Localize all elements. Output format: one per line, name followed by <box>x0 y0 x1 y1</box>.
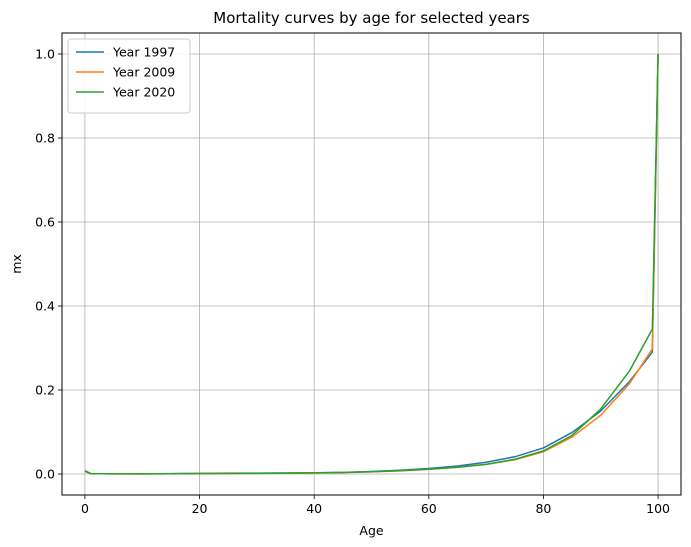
y-tick-label: 0.8 <box>35 131 55 146</box>
legend-label: Year 2020 <box>112 85 175 100</box>
legend: Year 1997 Year 2009 Year 2020 <box>67 38 191 114</box>
chart-title: Mortality curves by age for selected yea… <box>213 9 530 27</box>
x-tick-label: 80 <box>535 501 551 516</box>
x-tick-label: 20 <box>192 501 208 516</box>
plot-border <box>61 32 682 496</box>
series-line-3 <box>84 53 659 475</box>
x-tick-label: 60 <box>421 501 437 516</box>
x-tick-label: 40 <box>306 501 322 516</box>
y-axis-ticks: 0.0 0.2 0.4 0.6 0.8 1.0 <box>35 47 62 482</box>
grid <box>62 33 681 495</box>
y-tick-label: 1.0 <box>35 47 55 62</box>
y-tick-label: 0.0 <box>35 467 55 482</box>
y-tick-label: 0.6 <box>35 215 55 230</box>
x-axis-ticks: 0 20 40 60 80 100 <box>81 495 670 516</box>
legend-label: Year 1997 <box>112 45 175 60</box>
y-tick-label: 0.4 <box>35 299 55 314</box>
legend-label: Year 2009 <box>112 65 175 80</box>
x-tick-label: 0 <box>81 501 89 516</box>
x-tick-label: 100 <box>646 501 670 516</box>
y-axis-label: mx <box>9 254 24 274</box>
series-lines <box>84 53 659 475</box>
y-tick-label: 0.2 <box>35 383 55 398</box>
legend-box <box>67 38 191 114</box>
x-axis-label: Age <box>359 523 383 538</box>
